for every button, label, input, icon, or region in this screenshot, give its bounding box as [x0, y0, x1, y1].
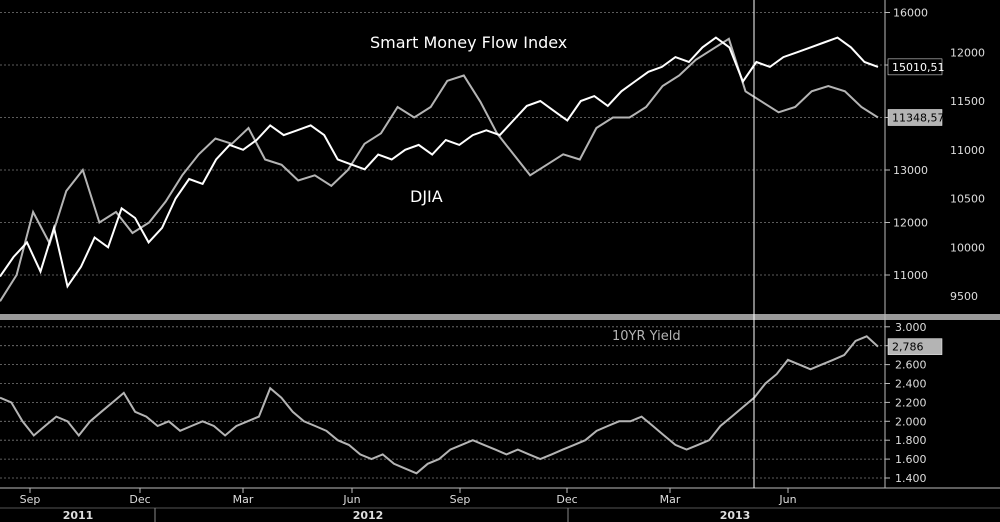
tick-label-right-axis: 11000 — [950, 144, 985, 157]
tick-label-left-axis: 11000 — [893, 269, 928, 282]
last-value-yield-box — [887, 338, 943, 355]
tick-label-yield: 3.000 — [895, 321, 927, 334]
year-label: 2013 — [720, 509, 751, 522]
tick-label-right-axis: 12000 — [950, 46, 985, 59]
tick-label-yield: 1.400 — [895, 472, 927, 485]
tick-label-yield: 2.000 — [895, 415, 927, 428]
x-tick-label: Mar — [233, 493, 254, 506]
tick-label-right-axis: 10000 — [950, 241, 985, 254]
tick-label-right-axis: 10500 — [950, 193, 985, 206]
last-value-yield: 2,786 — [892, 341, 924, 354]
tick-label-left-axis: 13000 — [893, 164, 928, 177]
tick-label-left-axis: 12000 — [893, 217, 928, 230]
year-label: 2012 — [353, 509, 384, 522]
x-tick-label: Jun — [342, 493, 360, 506]
x-axis: Sep Dec Mar Jun Sep Dec Mar Jun 2011 2012 2013 — [0, 488, 1000, 522]
annotation-djia: DJIA — [410, 187, 443, 206]
x-tick-label: Sep — [450, 493, 471, 506]
tick-label-yield: 2.600 — [895, 359, 927, 372]
x-tick-label: Dec — [129, 493, 150, 506]
last-value-djia-box — [887, 109, 943, 126]
series-line-10yr-yield — [0, 335, 879, 475]
x-tick-label: Mar — [660, 493, 681, 506]
x-tick-label: Sep — [20, 493, 41, 506]
series-line-smart-money — [0, 36, 879, 289]
annotation-10yr-yield: 10YR Yield — [612, 329, 681, 344]
panel-divider — [0, 314, 1000, 320]
last-value-smart-money: 15010,51 — [892, 61, 945, 74]
tick-label-yield: 1.800 — [895, 434, 927, 447]
lower-panel: 1.4001.6001.8002.0002.2002.4002.6002.800… — [0, 321, 943, 485]
year-label: 2011 — [63, 509, 94, 522]
tick-label-left-axis: 16000 — [893, 7, 928, 20]
tick-label-yield: 2.200 — [895, 396, 927, 409]
series-line-djia — [0, 37, 879, 302]
last-value-djia: 11348,57 — [892, 112, 945, 125]
upper-panel: 1100012000130001400015000160009500100001… — [0, 7, 985, 303]
tick-label-yield: 1.600 — [895, 453, 927, 466]
x-tick-label: Dec — [556, 493, 577, 506]
tick-label-right-axis: 9500 — [950, 290, 978, 303]
tick-label-yield: 2.400 — [895, 378, 927, 391]
x-tick-label: Jun — [778, 493, 796, 506]
annotation-smart-money: Smart Money Flow Index — [370, 33, 567, 52]
tick-label-right-axis: 11500 — [950, 95, 985, 108]
last-value-smart-money-box — [887, 58, 943, 76]
